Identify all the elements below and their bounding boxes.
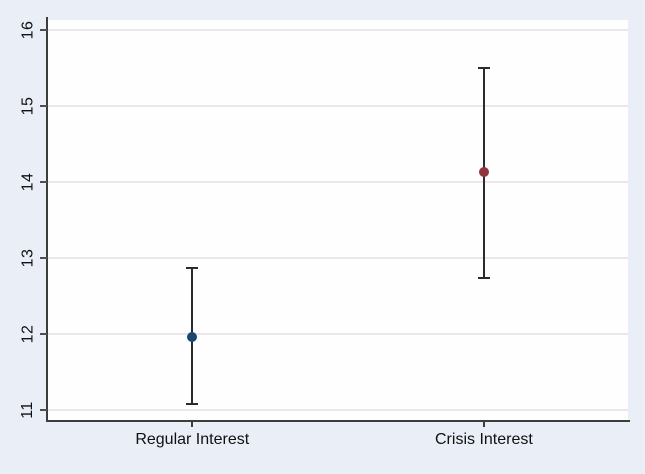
y-tick-label: 15: [17, 86, 39, 126]
ci-cap-bottom: [477, 277, 490, 280]
h-gridline: [48, 332, 628, 335]
x-category-label: Regular Interest: [135, 431, 250, 448]
point-marker: [478, 166, 489, 177]
ci-cap-top: [477, 66, 490, 69]
y-tick: [40, 332, 47, 335]
h-gridline: [48, 180, 628, 183]
x-tick: [482, 421, 485, 427]
y-tick-label-text: 12: [18, 324, 36, 344]
y-tick: [40, 256, 47, 259]
y-tick: [40, 180, 47, 183]
y-tick-label: 11: [17, 390, 39, 430]
point-marker: [187, 332, 198, 343]
y-tick-label-text: 11: [18, 400, 36, 419]
ci-cap-top: [186, 267, 199, 270]
y-tick: [40, 28, 47, 31]
y-tick-label-text: 15: [18, 96, 36, 116]
y-tick-label: 14: [17, 162, 39, 202]
ci-cap-bottom: [186, 403, 199, 406]
x-category-label: Crisis Interest: [435, 431, 533, 448]
y-tick: [40, 104, 47, 107]
h-gridline: [48, 28, 628, 31]
plot-area: [47, 20, 628, 421]
y-tick-label: 13: [17, 238, 39, 278]
h-gridline: [48, 256, 628, 259]
x-tick: [191, 421, 194, 427]
h-gridline: [48, 408, 628, 411]
y-tick-label-text: 14: [18, 172, 36, 192]
x-axis-line: [46, 420, 630, 422]
y-tick-label: 16: [17, 10, 39, 50]
y-tick-label: 12: [17, 314, 39, 354]
y-tick-label-text: 13: [18, 248, 36, 268]
y-tick: [40, 408, 47, 411]
y-tick-label-text: 16: [18, 20, 36, 40]
y-axis-line: [46, 17, 48, 422]
h-gridline: [48, 104, 628, 107]
